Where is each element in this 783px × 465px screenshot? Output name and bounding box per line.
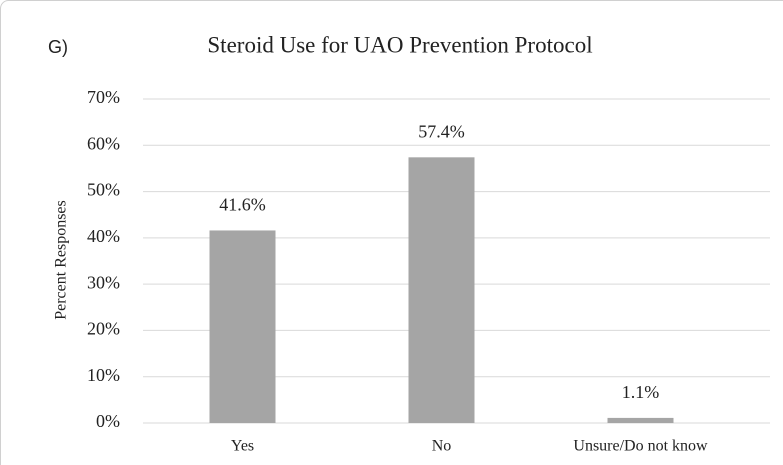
data-label: 57.4% <box>418 121 465 141</box>
panel-label: G) <box>48 37 68 57</box>
y-tick-label: 40% <box>87 226 120 246</box>
y-tick-label: 0% <box>96 411 120 431</box>
x-tick-label: Unsure/Do not know <box>573 438 708 455</box>
x-tick-label: No <box>432 438 452 455</box>
y-tick-label: 20% <box>87 319 120 339</box>
bar <box>408 157 475 423</box>
bar <box>209 230 276 423</box>
y-tick-label: 30% <box>87 272 120 292</box>
bar <box>607 417 674 423</box>
x-tick-label: Yes <box>231 438 254 455</box>
y-axis-label: Percent Responses <box>53 200 70 320</box>
y-tick-label: 60% <box>87 133 120 153</box>
data-label: 41.6% <box>219 195 266 215</box>
y-tick-label: 10% <box>87 365 120 385</box>
y-tick-label: 70% <box>87 87 120 107</box>
chart-title: Steroid Use for UAO Prevention Protocol <box>207 32 592 57</box>
data-label: 1.1% <box>622 382 660 402</box>
y-tick-label: 50% <box>87 180 120 200</box>
